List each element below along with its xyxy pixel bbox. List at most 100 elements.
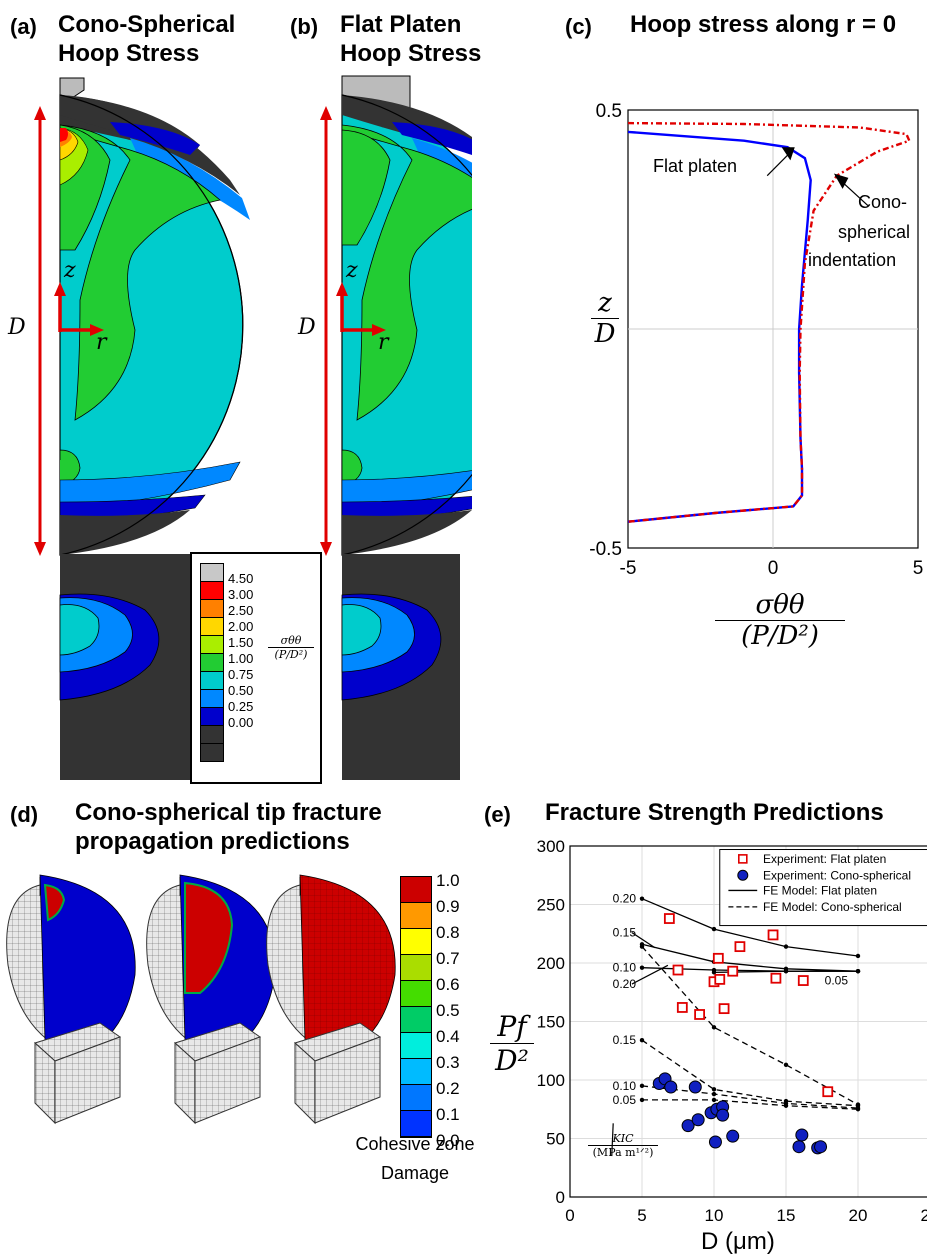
hoop-legend-level: 1.00 xyxy=(228,651,254,666)
chart-e-kic-annotation: 0.10 xyxy=(613,961,637,975)
axes-triad-b xyxy=(336,282,386,336)
chart-e-model-node xyxy=(639,1083,645,1089)
r-axis-label-a: r xyxy=(96,330,107,355)
chart-c-ytick-label: 0.5 xyxy=(596,101,622,122)
chart-e-model-node xyxy=(639,1038,645,1043)
chart-e-model-line xyxy=(641,1085,859,1109)
hoop-legend-swatch xyxy=(200,743,224,762)
hoop-stress-field-a xyxy=(59,94,250,556)
chart-e-model-node xyxy=(711,970,717,975)
chart-e-point-cono-spherical xyxy=(664,1080,678,1094)
damage-legend-level: 0.5 xyxy=(436,1001,460,1020)
hoop-legend-swatch xyxy=(200,653,224,672)
chart-e-point-flat-platen xyxy=(767,929,779,941)
chart-e-kic-annotation: 0.10 xyxy=(613,1079,637,1093)
chart-e-ytick-label: 100 xyxy=(537,1071,565,1090)
chart-e-ytick-label: 200 xyxy=(537,954,565,973)
chart-e-model-node xyxy=(783,1062,789,1067)
damage-legend-swatch xyxy=(401,1111,431,1137)
hoop-stress-field-b xyxy=(341,94,472,556)
chart-hoop-stress-profile: -5 0 5 0.5 -0.5 xyxy=(589,101,924,579)
chart-e-point-flat-platen xyxy=(663,913,675,924)
panel-a-contour xyxy=(34,77,290,780)
panel-b-label: (b) xyxy=(290,14,319,39)
r-axis-label-b: r xyxy=(378,330,389,355)
damage-legend-level: 0.9 xyxy=(436,897,460,916)
damage-legend-swatch xyxy=(401,955,431,981)
chart-e-arrow-020 xyxy=(631,964,669,985)
chart-e-kic-annotation: 0.05 xyxy=(825,974,849,988)
chart-e-model-node xyxy=(711,1087,717,1092)
damage-legend-level: 0.3 xyxy=(436,1053,460,1072)
chart-c-arrowhead-cono xyxy=(833,173,849,189)
hoop-legend-quantity: σθθ (P/D²) xyxy=(268,634,314,661)
chart-e-xtick-label: 0 xyxy=(565,1206,574,1225)
chart-e-kic-annotation: 0.05 xyxy=(613,1093,637,1107)
chart-e-ytick-label: 50 xyxy=(546,1130,565,1149)
hoop-legend-swatch xyxy=(200,581,224,600)
hoop-legend-quantity-den: (P/D²) xyxy=(274,648,308,661)
chart-e-point-cono-spherical xyxy=(795,1128,809,1142)
hoop-legend-level: 4.50 xyxy=(228,571,254,586)
indenter-tip xyxy=(59,77,85,99)
chart-e-xlabel: D (μm) xyxy=(701,1228,775,1255)
diameter-label-a: D xyxy=(8,315,26,340)
fracture-stage-2 xyxy=(146,874,276,1125)
damage-legend-swatch xyxy=(401,877,431,903)
chart-e-model-node xyxy=(855,968,861,974)
panel-a-title-line2: Hoop Stress xyxy=(58,40,200,67)
chart-e-arrow-kic xyxy=(611,1123,614,1157)
chart-e-model-node xyxy=(711,1091,717,1097)
damage-legend-level: 0.4 xyxy=(436,1027,460,1046)
chart-e-model-node xyxy=(639,965,645,970)
panel-b-title-line2: Hoop Stress xyxy=(340,40,482,67)
chart-e-point-flat-platen xyxy=(718,1003,730,1015)
chart-c-ylabel-num: z xyxy=(591,288,619,319)
z-axis-label-b: z xyxy=(346,258,358,283)
annotation-flat-platen: Flat platen xyxy=(653,156,738,176)
chart-e-model-node xyxy=(639,1097,645,1103)
damage-legend-level: 0.2 xyxy=(436,1079,460,1098)
chart-e-ytick-label: 250 xyxy=(537,896,565,915)
fracture-stage-3 xyxy=(266,874,396,1125)
chart-e-point-cono-spherical xyxy=(708,1135,722,1149)
chart-e-point-flat-platen xyxy=(712,952,724,964)
hoop-legend-swatches xyxy=(200,563,224,762)
chart-e-point-flat-platen xyxy=(727,965,739,977)
annotation-cono-line1: Cono- xyxy=(858,192,908,212)
chart-c-ylabel-den: D xyxy=(594,319,616,349)
chart-e-point-cono-spherical xyxy=(726,1129,740,1143)
hoop-legend-swatch xyxy=(200,563,224,582)
chart-e-point-flat-platen xyxy=(734,941,746,953)
chart-e-xtick-label: 20 xyxy=(849,1206,868,1225)
chart-e-legend-box xyxy=(719,849,927,927)
damage-legend-swatches xyxy=(400,876,432,1138)
damage-legend-swatch xyxy=(401,981,431,1007)
axes-triad-a xyxy=(54,282,104,336)
panel-d-title-line2: propagation predictions xyxy=(75,828,350,855)
diameter-label-b: D xyxy=(298,315,316,340)
damage-legend-level: 0.1 xyxy=(436,1105,460,1124)
chart-c-ytick-label: -0.5 xyxy=(589,539,622,560)
chart-e-xtick-label: 25 xyxy=(921,1206,927,1225)
chart-c-series-cono-spherical xyxy=(627,121,911,523)
chart-e-model-node xyxy=(783,1103,789,1108)
damage-legend-level: 1.0 xyxy=(436,871,460,890)
damage-legend-level: 0.8 xyxy=(436,923,460,942)
panel-b-title-line1: Flat Platen xyxy=(340,11,462,38)
chart-c-xtick-label: 5 xyxy=(913,558,924,579)
hoop-legend-quantity-num: σθθ xyxy=(268,634,314,648)
hoop-legend-level: 0.00 xyxy=(228,715,254,730)
damage-legend-swatch xyxy=(401,1007,431,1033)
chart-e-ytick-label: 300 xyxy=(537,837,565,856)
chart-e-legend-label: FE Model: Cono-spherical xyxy=(763,900,902,914)
panel-d-title: Cono-spherical tip fracture propagation … xyxy=(75,798,382,856)
damage-legend-level: 0.6 xyxy=(436,975,460,994)
chart-e-model-node xyxy=(711,1025,717,1030)
chart-e-model-node xyxy=(855,953,861,959)
panel-d-fracture-sequence xyxy=(6,874,396,1125)
kic-label-num: KIC xyxy=(588,1132,658,1146)
chart-e-ylabel: Pf D² xyxy=(490,1010,534,1077)
hoop-legend-swatch xyxy=(200,617,224,636)
damage-legend-swatch xyxy=(401,903,431,929)
